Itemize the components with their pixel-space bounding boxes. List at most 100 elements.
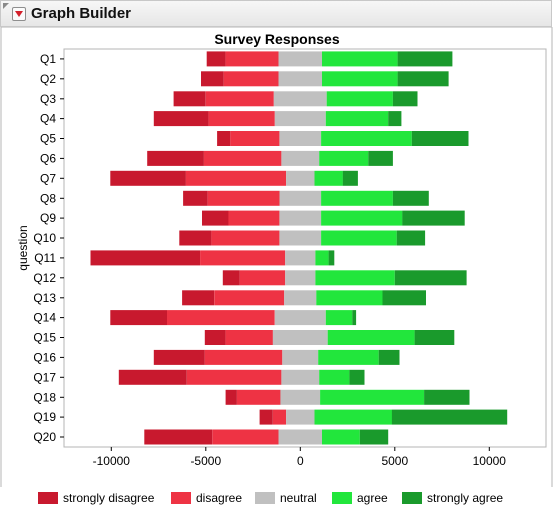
- outline-collapse-corner-icon[interactable]: [3, 3, 9, 9]
- bar-segment: [382, 290, 426, 306]
- y-tick-label: Q5: [40, 132, 56, 146]
- bar-segment: [327, 330, 415, 345]
- y-tick-label: Q16: [33, 350, 56, 364]
- legend-item[interactable]: neutral: [255, 490, 317, 506]
- bar-segment: [207, 190, 280, 206]
- y-tick-label: Q1: [40, 52, 56, 66]
- bar-segment: [397, 71, 449, 87]
- bar-segment: [183, 190, 208, 206]
- legend: strongly disagree disagree neutral agree str…: [0, 490, 554, 506]
- bar-segment: [397, 51, 453, 67]
- y-tick-label: Q10: [33, 231, 56, 245]
- bar-segment: [392, 190, 429, 206]
- bar-segment: [214, 290, 285, 306]
- y-tick-label: Q9: [40, 211, 56, 225]
- bar-segment: [328, 250, 335, 266]
- bar-segment: [282, 349, 319, 365]
- bar-segment: [206, 51, 226, 67]
- bar-segment: [411, 131, 469, 146]
- graph-frame: [0, 27, 553, 487]
- x-axis: -10000 -5000 0 5000 10000: [93, 447, 507, 468]
- bar-segment: [201, 71, 224, 87]
- red-triangle-menu-button[interactable]: [12, 7, 26, 21]
- bar-segment: [110, 310, 167, 326]
- y-tick-label: Q18: [33, 390, 56, 404]
- y-axis-label: question: [16, 225, 30, 270]
- legend-item[interactable]: strongly agree: [402, 490, 503, 506]
- bar-segment: [391, 409, 508, 425]
- bar-segment: [326, 91, 393, 107]
- bar-segment: [118, 369, 187, 385]
- bar-segment: [186, 369, 282, 385]
- y-tick-label: Q13: [33, 291, 56, 305]
- bar-segment: [237, 389, 281, 405]
- bar-segment: [319, 150, 369, 166]
- legend-swatch: [38, 492, 58, 504]
- bar-segment: [321, 230, 397, 246]
- y-tick-label: Q7: [40, 171, 56, 185]
- bar-segment: [153, 349, 205, 365]
- bar-segment: [342, 170, 358, 186]
- bar-segment: [325, 310, 353, 326]
- bar-segment: [211, 230, 280, 246]
- bar-segment: [279, 210, 322, 226]
- bar-segment: [368, 150, 393, 166]
- bar-segment: [230, 131, 280, 146]
- bar-segment: [322, 429, 360, 445]
- bar-segment: [321, 190, 393, 206]
- bar-segment: [223, 71, 279, 87]
- bar-segment: [147, 150, 204, 166]
- legend-label: neutral: [280, 491, 317, 505]
- bar-segment: [228, 210, 280, 226]
- legend-swatch: [402, 492, 422, 504]
- bar-segment: [394, 270, 467, 286]
- bar-segment: [325, 111, 389, 127]
- bar-segment: [321, 210, 403, 226]
- legend-item[interactable]: agree: [332, 490, 388, 506]
- bar-segment: [278, 71, 322, 87]
- y-tick-label: Q12: [33, 271, 56, 285]
- y-tick-label: Q4: [40, 112, 56, 126]
- legend-label: strongly agree: [427, 491, 504, 505]
- legend-label: disagree: [196, 491, 243, 505]
- bar-segment: [217, 131, 231, 146]
- bars-layer: [90, 51, 508, 445]
- bar-segment: [314, 409, 392, 425]
- bar-segment: [200, 250, 286, 266]
- y-tick-labels: Q1 Q2 Q3 Q4 Q5 Q6 Q7 Q8 Q9 Q10 Q11 Q12 Q13 Q14 Q15 Q16 Q…: [33, 52, 64, 444]
- bar-segment: [321, 131, 412, 146]
- bar-segment: [203, 150, 282, 166]
- x-tick-label: 0: [297, 454, 304, 468]
- y-tick-label: Q15: [33, 331, 56, 345]
- bar-segment: [349, 369, 365, 385]
- bar-segment: [320, 389, 425, 405]
- chart-area: Survey Responses question Q1 Q2 Q3 Q4 Q5 Q6 Q7…: [0, 27, 553, 487]
- bar-segment: [378, 349, 400, 365]
- bar-segment: [315, 270, 395, 286]
- legend-label: strongly disagree: [63, 491, 155, 505]
- y-tick-label: Q3: [40, 92, 56, 106]
- bar-segment: [90, 250, 201, 266]
- bar-segment: [318, 349, 379, 365]
- y-tick-label: Q6: [40, 151, 56, 165]
- bar-segment: [225, 389, 237, 405]
- bar-segment: [274, 310, 326, 326]
- x-tick-label: -10000: [93, 454, 131, 468]
- bar-segment: [286, 409, 315, 425]
- x-tick-label: -5000: [190, 454, 221, 468]
- bar-segment: [182, 290, 215, 306]
- legend-item[interactable]: disagree: [171, 490, 242, 506]
- bar-segment: [273, 91, 327, 107]
- bar-segment: [388, 111, 402, 127]
- bar-segment: [284, 290, 317, 306]
- bar-segment: [424, 389, 470, 405]
- bar-segment: [279, 131, 322, 146]
- bar-segment: [319, 369, 350, 385]
- x-tick-label: 10000: [473, 454, 507, 468]
- legend-item[interactable]: strongly disagree: [38, 490, 154, 506]
- chart-title: Survey Responses: [214, 31, 339, 47]
- y-tick-label: Q20: [33, 430, 56, 444]
- bar-segment: [279, 190, 322, 206]
- bar-segment: [278, 429, 322, 445]
- legend-label: agree: [357, 491, 388, 505]
